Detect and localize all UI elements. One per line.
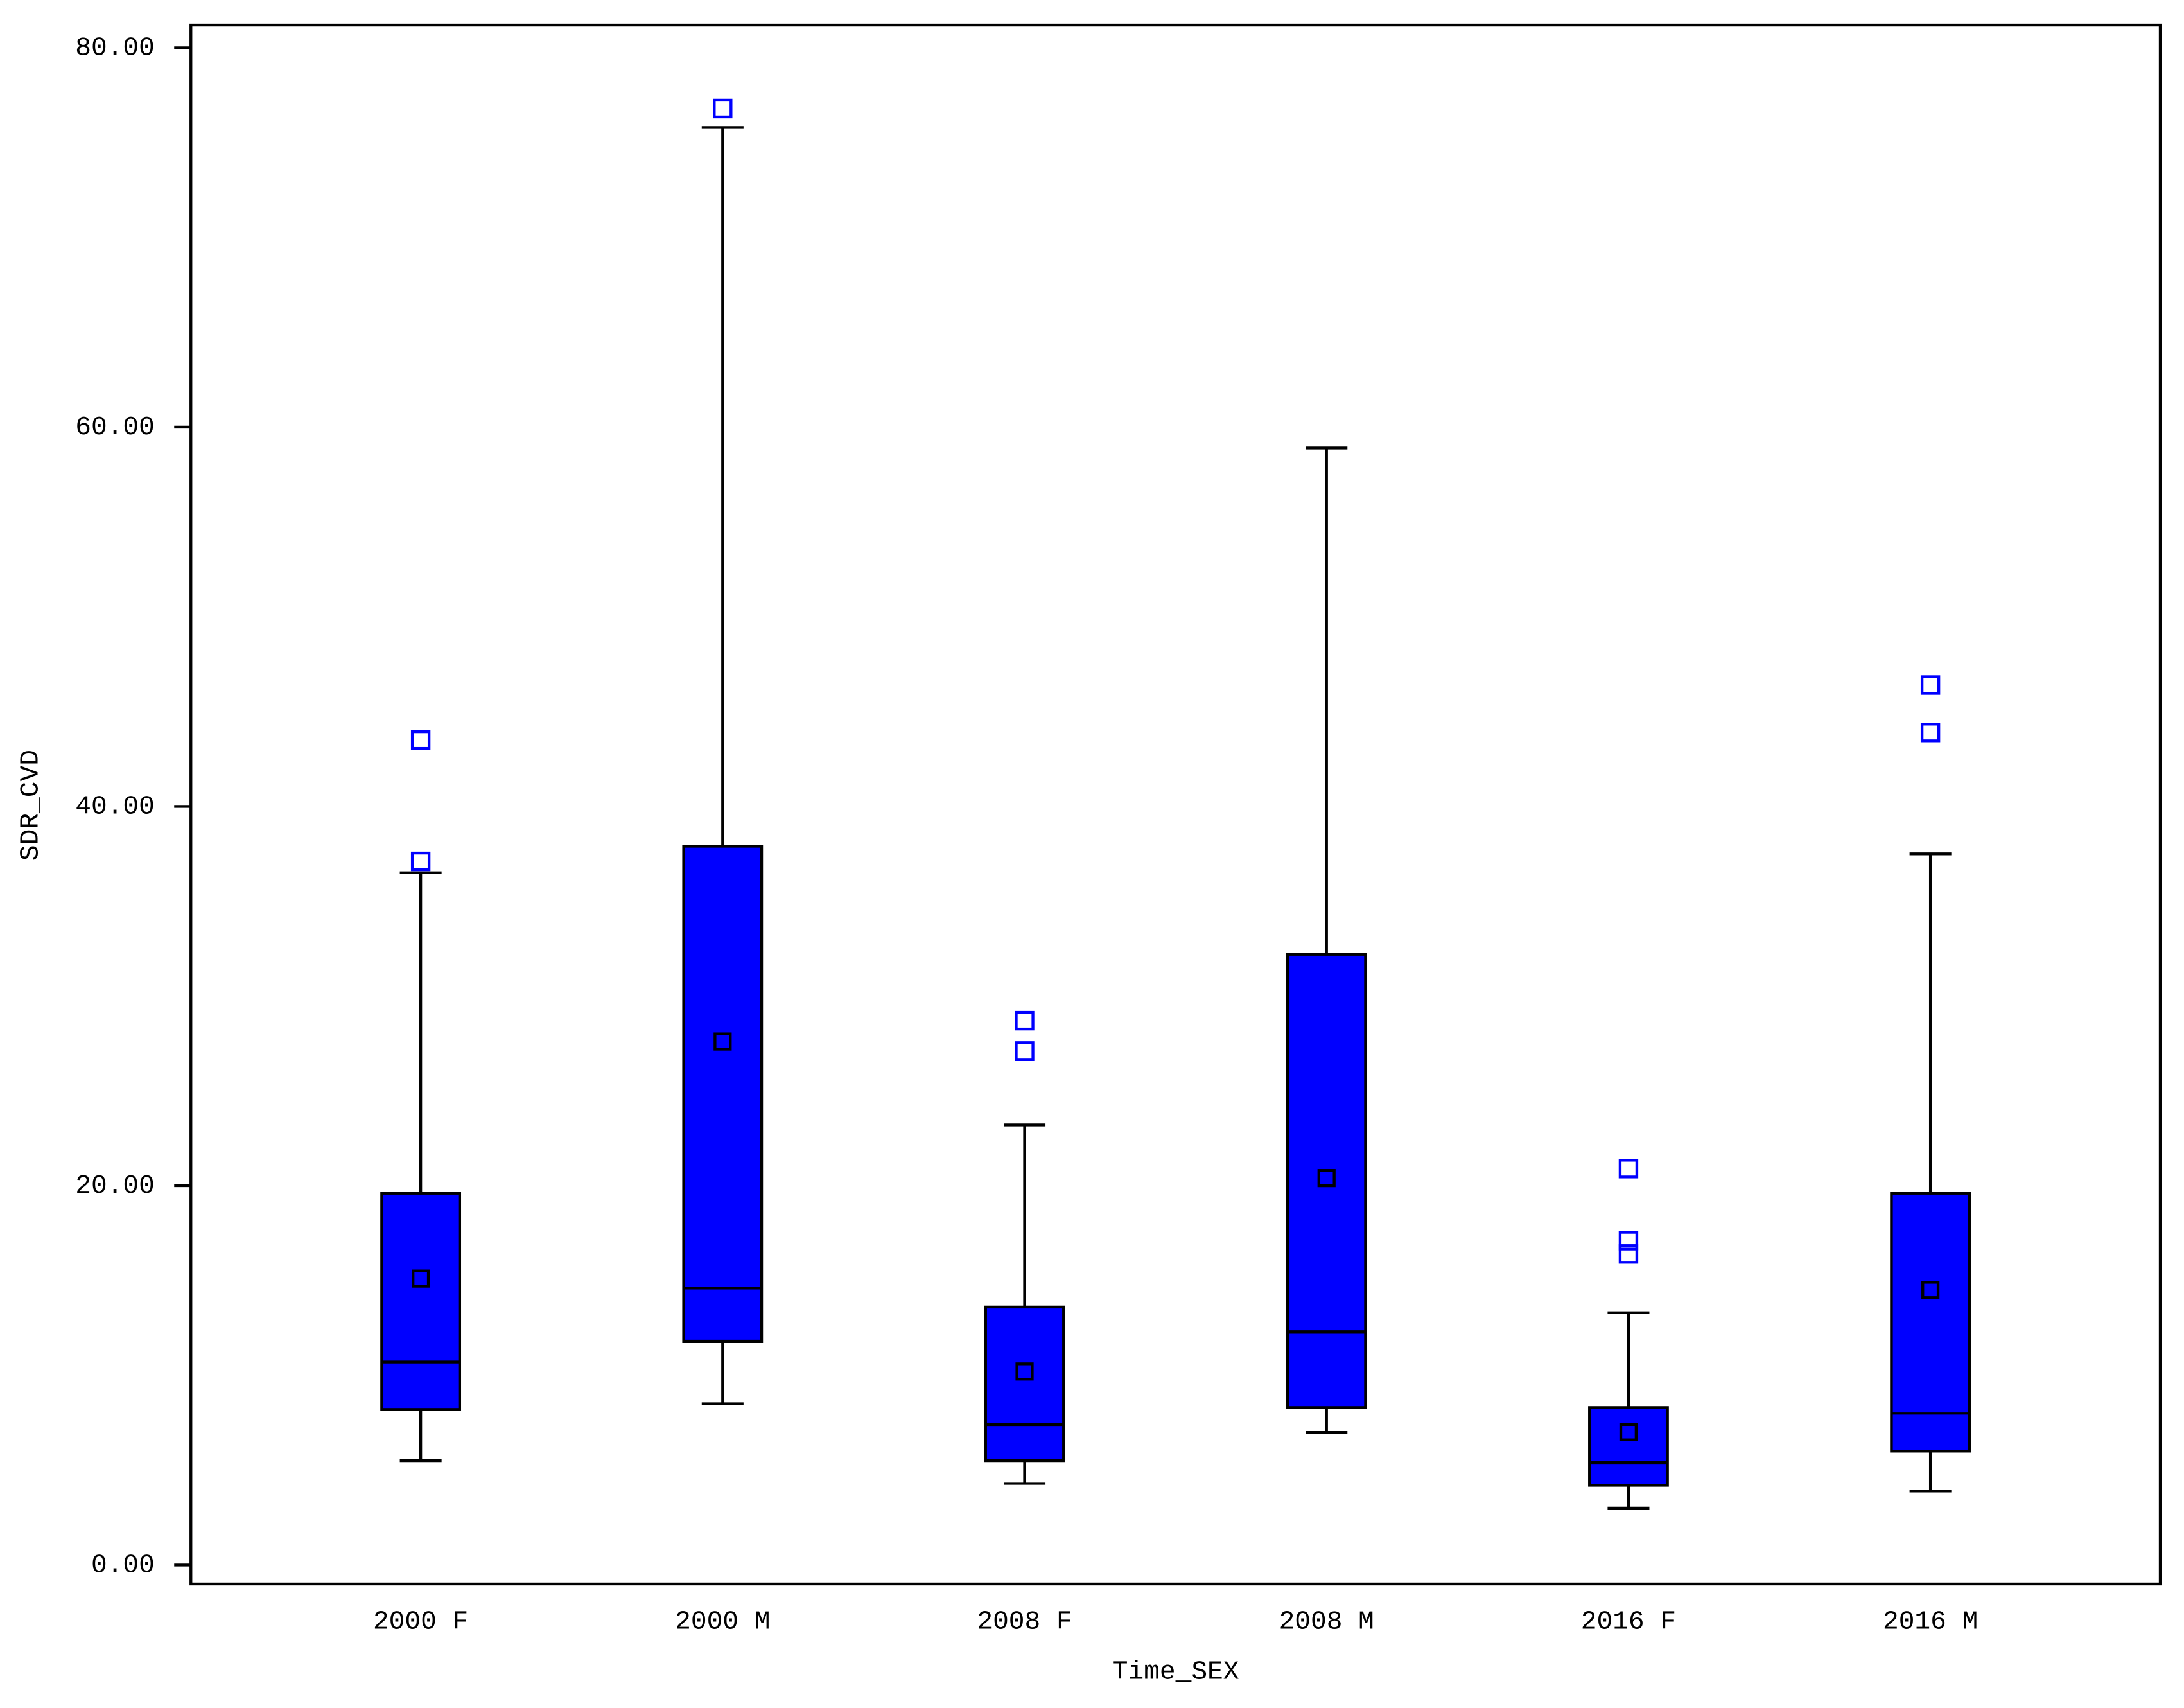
y-tick-label: 40.00 [75,792,155,822]
outlier [1920,675,1941,695]
box [682,845,764,1343]
outlier [713,98,733,119]
outlier [410,730,431,750]
box [1890,1192,1971,1453]
y-tick-label: 80.00 [75,33,155,63]
x-tick-label: 2008 M [1279,1607,1374,1637]
box [380,1192,462,1411]
box [1588,1406,1669,1487]
y-tick-label: 60.00 [75,413,155,443]
outlier [1015,1010,1035,1031]
mean-marker [1015,1362,1034,1381]
outlier [1618,1244,1639,1264]
x-tick-label: 2008 F [977,1607,1072,1637]
mean-marker [412,1269,430,1288]
plot-frame [189,23,2162,1586]
outlier [1618,1231,1639,1251]
y-tick-label: 0.00 [91,1551,155,1580]
mean-marker [1619,1423,1638,1441]
x-tick-label: 2016 M [1883,1607,1978,1637]
x-tick-label: 2000 M [675,1607,770,1637]
outlier [410,851,431,872]
x-tick-label: 2016 F [1581,1607,1676,1637]
mean-marker [713,1032,732,1051]
box [984,1305,1065,1463]
box [1286,953,1367,1409]
mean-marker [1317,1169,1336,1188]
outlier [1015,1041,1035,1061]
x-axis-label: Time_SEX [1112,1658,1239,1687]
x-tick-label: 2000 F [373,1607,468,1637]
mean-marker [1921,1281,1940,1299]
y-tick-label: 20.00 [75,1172,155,1201]
outlier [1618,1159,1639,1179]
y-axis-label: SDR_CVD [17,750,46,861]
outlier [1920,723,1941,743]
